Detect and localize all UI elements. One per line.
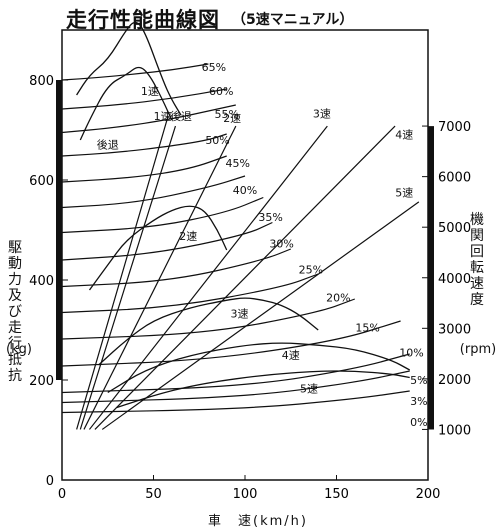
resistance-curve-0pct xyxy=(61,390,410,414)
curve-label: 2速 xyxy=(179,230,197,243)
curve-label: 25% xyxy=(299,264,323,277)
curve-label: 1速 xyxy=(154,110,172,123)
curve-label: 55% xyxy=(214,108,238,121)
y2-tick-label: 7000 xyxy=(438,120,471,135)
y-axis-right-label: 機関回転速度 xyxy=(470,212,484,308)
resistance-curve-20pct xyxy=(61,273,319,314)
y-tick-label: 600 xyxy=(29,174,54,189)
engine-speed-line xyxy=(88,125,328,430)
resistance-curve-10pct xyxy=(61,320,401,367)
resistance-curve-45pct xyxy=(61,155,227,183)
y-tick-label: 800 xyxy=(29,74,54,89)
engine-speed-line xyxy=(94,125,396,430)
curve-label: 40% xyxy=(233,184,257,197)
x-tick-label: 50 xyxy=(145,487,162,502)
curve-label: 5% xyxy=(410,374,427,387)
curve-label: 5速 xyxy=(300,383,318,396)
curve-label: 後退 xyxy=(170,109,192,123)
resistance-curve-3pct xyxy=(61,370,410,404)
curve-label: 4速 xyxy=(395,129,413,142)
curve-label: 後退 xyxy=(97,138,119,152)
x-tick-label: 150 xyxy=(324,487,349,502)
chart-subtitle: （5速マニュアル） xyxy=(232,12,354,28)
curve-label: 3速 xyxy=(231,308,249,321)
y2-tick-label: 4000 xyxy=(438,272,471,287)
x-tick-label: 100 xyxy=(233,487,258,502)
resistance-curve-40pct xyxy=(61,175,246,209)
curve-label: 10% xyxy=(399,347,423,360)
x-axis-label: 車 速(km/h) xyxy=(208,514,308,529)
curve-label: 1速 xyxy=(141,85,159,98)
driving-force-curve xyxy=(76,21,182,116)
y2-tick-label: 2000 xyxy=(438,373,471,388)
y2-tick-label: 5000 xyxy=(438,221,471,236)
resistance-curve-50pct xyxy=(61,133,227,157)
x-tick-label: 0 xyxy=(58,487,66,502)
resistance-curve-55pct xyxy=(61,104,236,134)
y2-tick-label: 1000 xyxy=(438,423,471,438)
driving-force-curve xyxy=(79,66,173,141)
driving-force-curve xyxy=(88,205,228,291)
y2-tick-label: 6000 xyxy=(438,171,471,186)
y-axis-right-unit: (rpm) xyxy=(459,342,497,357)
resistance-curve-60pct xyxy=(61,88,227,110)
y-axis-left-unit: (kg) xyxy=(6,342,32,357)
driving-force-curve xyxy=(107,342,411,394)
y-tick-label: 200 xyxy=(29,374,54,389)
engine-speed-line xyxy=(76,115,169,430)
y2-tick-label: 3000 xyxy=(438,322,471,337)
y-axis-left-label: 駆動力及び走行抵抗 xyxy=(8,240,22,384)
y-tick-label: 0 xyxy=(46,474,54,489)
curve-label: 2速 xyxy=(223,112,241,125)
resistance-curve-25pct xyxy=(61,248,292,288)
x-tick-label: 200 xyxy=(416,487,441,502)
engine-speed-line xyxy=(83,125,237,430)
curve-label: 20% xyxy=(326,292,350,305)
curve-label: 5速 xyxy=(395,187,413,200)
curve-label: 45% xyxy=(225,157,249,170)
plot-frame xyxy=(61,29,429,481)
curve-label: 15% xyxy=(355,322,379,335)
resistance-curve-65pct xyxy=(61,63,209,81)
engine-speed-line xyxy=(79,125,177,430)
curve-label: 3% xyxy=(410,395,427,408)
resistance-curve-35pct xyxy=(61,196,264,234)
curve-label: 50% xyxy=(205,134,229,147)
y-tick-label: 400 xyxy=(29,274,54,289)
driving-force-curve xyxy=(98,297,319,366)
curve-label: 0% xyxy=(410,416,427,429)
curve-label: 3速 xyxy=(313,108,331,121)
curve-label: 30% xyxy=(269,238,293,251)
curve-label: 65% xyxy=(202,61,226,74)
engine-speed-line xyxy=(101,201,420,430)
resistance-curve-5pct xyxy=(61,353,410,394)
curve-label: 35% xyxy=(258,211,282,224)
resistance-curve-15pct xyxy=(61,298,356,340)
resistance-curve-30pct xyxy=(61,221,273,261)
curve-label: 60% xyxy=(209,85,233,98)
curve-label: 4速 xyxy=(282,349,300,362)
